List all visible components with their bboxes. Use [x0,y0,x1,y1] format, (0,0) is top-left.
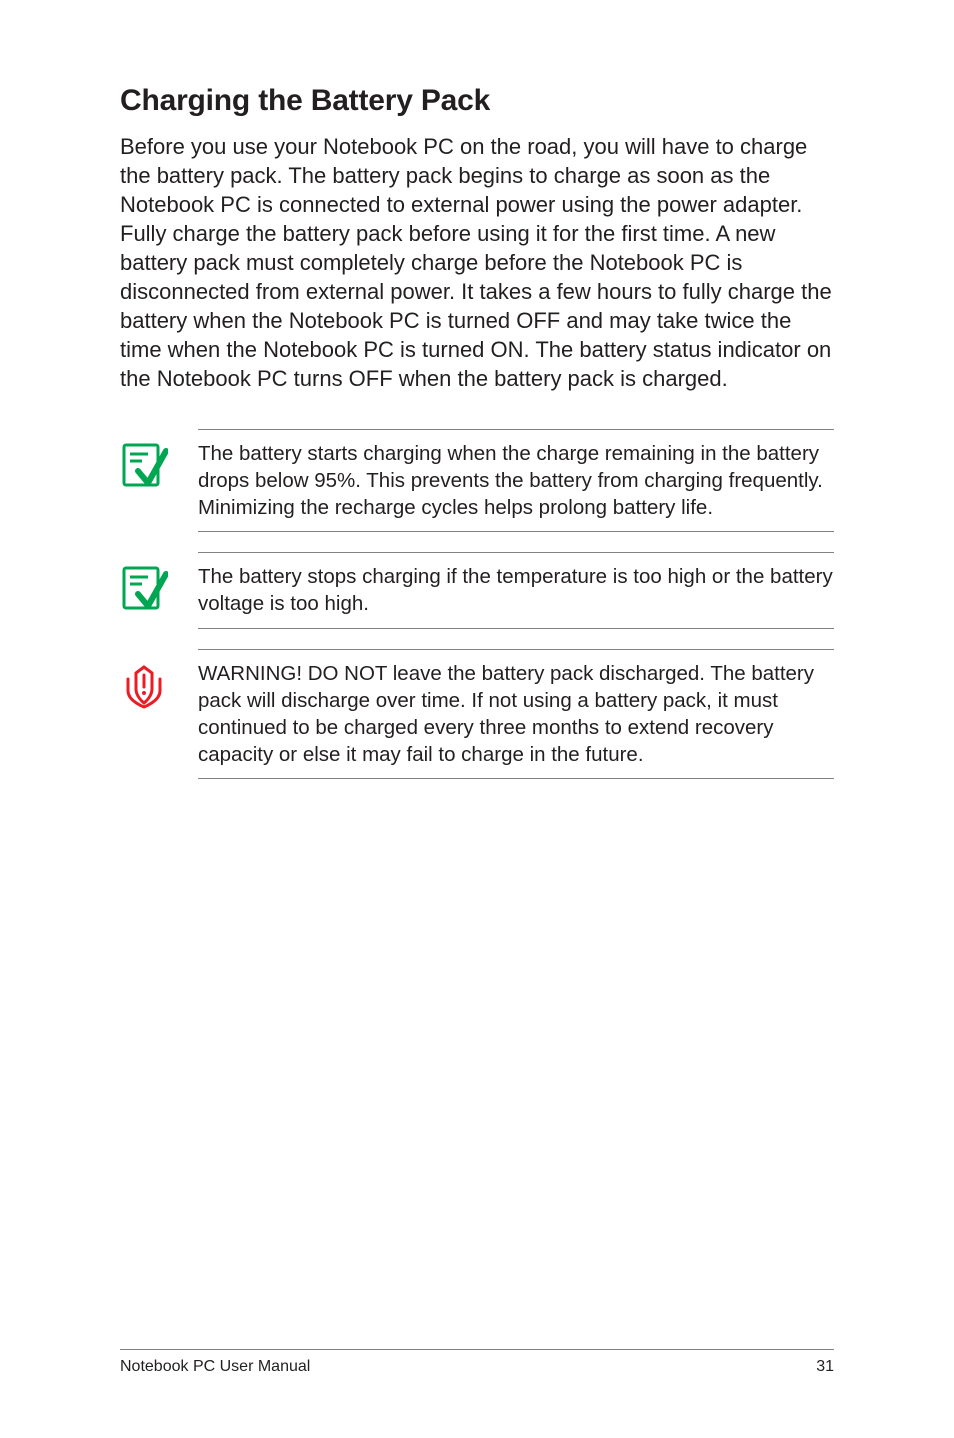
body-paragraph: Before you use your Notebook PC on the r… [120,132,834,393]
note-icon [120,429,198,489]
note-block-2: The battery stops charging if the temper… [120,552,834,628]
footer-left: Notebook PC User Manual [120,1358,310,1376]
note-block-1: The battery starts charging when the cha… [120,429,834,532]
note-text: The battery starts charging when the cha… [198,429,834,532]
page: Charging the Battery Pack Before you use… [0,0,954,1438]
note-icon [120,552,198,612]
footer-page-number: 31 [816,1358,834,1376]
warning-block: WARNING! DO NOT leave the battery pack d… [120,649,834,779]
warning-text: WARNING! DO NOT leave the battery pack d… [198,649,834,779]
warning-icon [120,649,198,709]
page-footer: Notebook PC User Manual 31 [120,1349,834,1376]
section-heading: Charging the Battery Pack [120,84,834,118]
note-text: The battery stops charging if the temper… [198,552,834,628]
